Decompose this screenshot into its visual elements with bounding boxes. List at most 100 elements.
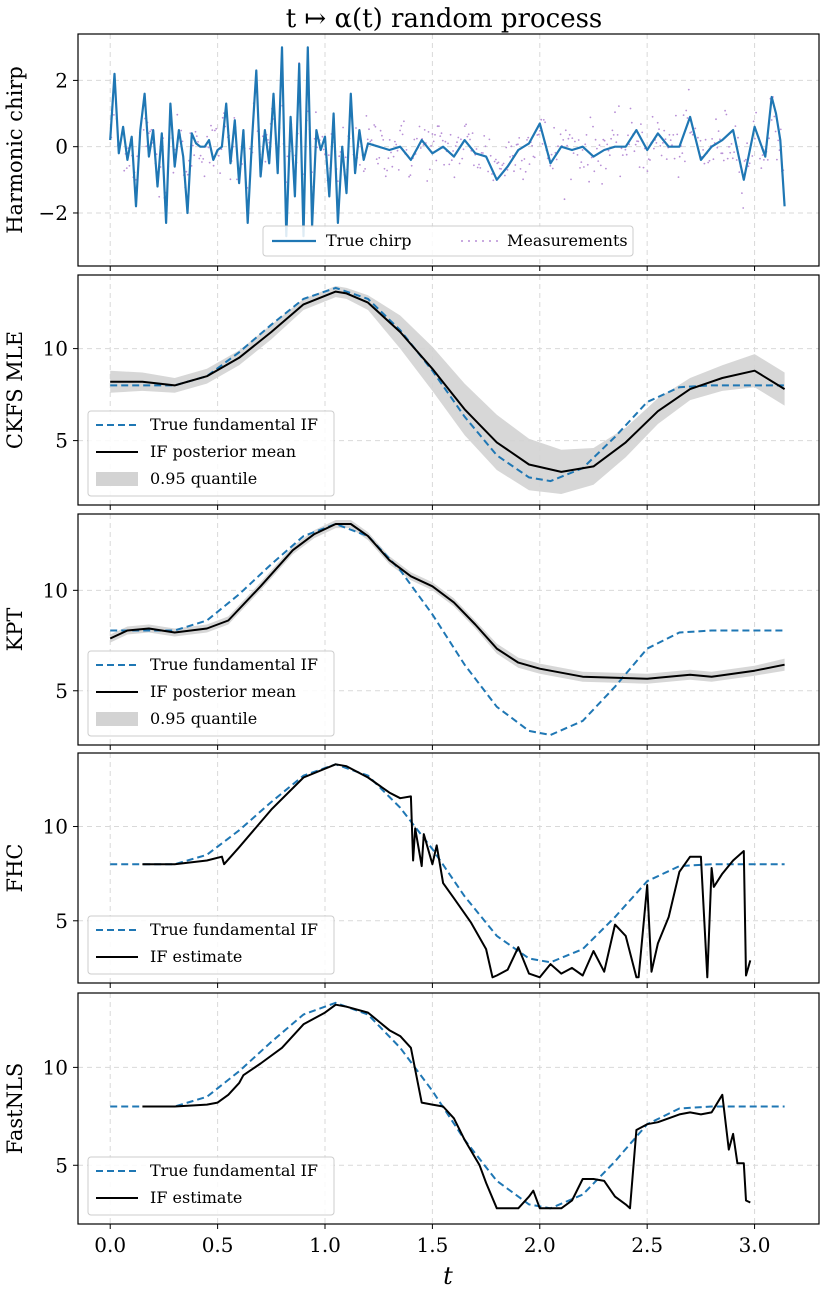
measurement-point bbox=[471, 132, 474, 135]
measurement-point bbox=[379, 129, 382, 132]
measurement-point bbox=[518, 137, 521, 139]
measurement-point bbox=[509, 156, 511, 158]
measurement-point bbox=[629, 107, 632, 110]
measurement-point bbox=[456, 141, 458, 144]
legend: True fundamental IF IF estimate bbox=[87, 915, 335, 975]
measurement-point bbox=[574, 140, 576, 143]
y-tick-label: 10 bbox=[43, 1055, 68, 1079]
measurement-point bbox=[733, 151, 735, 154]
measurement-point bbox=[715, 118, 717, 121]
measurement-point bbox=[662, 142, 664, 144]
measurement-point bbox=[539, 129, 541, 132]
measurement-point bbox=[229, 178, 232, 181]
measurement-point bbox=[207, 146, 210, 149]
measurement-point bbox=[211, 129, 214, 132]
legend-dot bbox=[475, 240, 477, 242]
measurement-point bbox=[777, 139, 780, 142]
measurement-point bbox=[484, 145, 487, 148]
legend-dot bbox=[496, 240, 498, 242]
measurement-point bbox=[267, 139, 269, 141]
measurement-point bbox=[453, 176, 456, 179]
measurement-point bbox=[672, 134, 675, 136]
measurement-point bbox=[681, 152, 684, 155]
measurement-point bbox=[615, 141, 618, 144]
measurement-point bbox=[590, 156, 593, 159]
legend-box bbox=[87, 1156, 335, 1216]
measurement-point bbox=[673, 157, 676, 160]
measurement-point bbox=[601, 183, 603, 185]
measurement-point bbox=[726, 157, 729, 160]
measurement-point bbox=[375, 158, 378, 161]
measurement-point bbox=[660, 154, 663, 157]
measurement-point bbox=[443, 163, 445, 166]
if-estimate-line bbox=[142, 763, 752, 979]
measurement-point bbox=[572, 152, 575, 155]
measurement-point bbox=[759, 157, 761, 160]
legend-label: 0.95 quantile bbox=[150, 709, 257, 728]
measurement-point bbox=[501, 164, 504, 167]
measurement-point bbox=[462, 148, 465, 151]
measurement-point bbox=[219, 172, 222, 175]
measurement-point bbox=[145, 145, 148, 148]
measurement-point bbox=[185, 170, 188, 173]
measurement-point bbox=[540, 118, 543, 121]
legend-box bbox=[87, 410, 335, 497]
measurement-point bbox=[391, 165, 394, 168]
legend-label: IF posterior mean bbox=[150, 682, 296, 701]
measurement-point bbox=[779, 128, 782, 131]
y-axis-label: Harmonic chirp bbox=[3, 66, 27, 234]
measurement-point bbox=[355, 127, 357, 129]
measurement-point bbox=[566, 144, 568, 147]
measurement-point bbox=[651, 115, 654, 118]
measurement-point bbox=[742, 207, 745, 209]
measurement-point bbox=[362, 170, 365, 173]
measurement-point bbox=[496, 162, 499, 165]
measurement-point bbox=[676, 133, 679, 136]
measurement-point bbox=[527, 136, 530, 139]
measurement-point bbox=[602, 138, 605, 141]
measurement-point bbox=[589, 116, 592, 119]
legend: True fundamental IF IF posterior mean 0.95… bbox=[87, 410, 335, 497]
measurement-point bbox=[403, 120, 405, 123]
measurement-point bbox=[401, 133, 404, 136]
measurement-point bbox=[123, 169, 126, 172]
measurement-point bbox=[210, 124, 212, 127]
measurement-point bbox=[467, 133, 470, 136]
panel-3: 10 5 KPT True fundamental IF IF posterior me… bbox=[3, 513, 820, 750]
measurement-point bbox=[748, 162, 751, 165]
y-tick-label: 5 bbox=[55, 429, 68, 453]
true-if-line bbox=[110, 763, 785, 964]
measurement-point bbox=[199, 154, 202, 157]
measurement-point bbox=[221, 116, 224, 119]
measurement-point bbox=[236, 178, 238, 181]
measurement-point bbox=[337, 180, 339, 183]
measurement-point bbox=[618, 105, 620, 107]
y-tick-label: 10 bbox=[43, 815, 68, 839]
measurement-point bbox=[620, 147, 623, 150]
measurement-point bbox=[436, 125, 439, 128]
y-axis-label: KPT bbox=[3, 608, 27, 652]
legend-label: 0.95 quantile bbox=[150, 469, 257, 488]
measurement-point bbox=[450, 159, 453, 162]
legend-swatch-measurements bbox=[461, 240, 498, 242]
measurement-point bbox=[721, 152, 724, 155]
measurement-point bbox=[754, 137, 756, 140]
legend-label: True fundamental IF bbox=[150, 655, 318, 674]
legend-swatch-quantile bbox=[96, 712, 138, 726]
measurement-point bbox=[638, 166, 641, 169]
measurement-point bbox=[647, 158, 650, 161]
measurement-point bbox=[423, 129, 426, 131]
measurement-point bbox=[434, 133, 436, 136]
measurement-point bbox=[381, 134, 383, 137]
measurement-point bbox=[568, 133, 571, 136]
measurement-point bbox=[734, 125, 737, 127]
measurement-point bbox=[197, 141, 199, 143]
measurement-point bbox=[690, 131, 693, 133]
measurement-point bbox=[770, 119, 773, 121]
plot-frame bbox=[77, 274, 820, 506]
measurement-point bbox=[430, 145, 432, 147]
y-tick-label: 5 bbox=[55, 679, 68, 703]
measurement-point bbox=[551, 167, 554, 170]
measurement-point bbox=[684, 160, 686, 163]
measurement-point bbox=[729, 151, 732, 154]
